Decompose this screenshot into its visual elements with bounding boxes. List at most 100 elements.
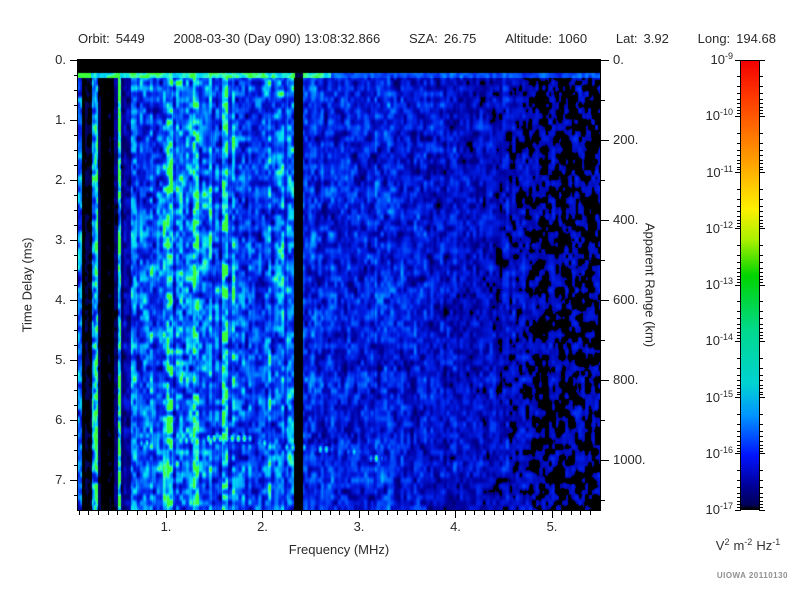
- y2-axis-minor-tick: [601, 179, 605, 181]
- colorbar-tick-exponent: -9: [724, 51, 733, 61]
- colorbar-minor-tick-right: [759, 423, 763, 425]
- x-axis-minor-tick: [146, 511, 148, 515]
- y-axis-minor-tick: [74, 449, 78, 451]
- altitude-label: Altitude:: [505, 31, 553, 46]
- x-axis-minor-tick: [184, 511, 186, 515]
- x-axis-major-tick: [262, 511, 263, 518]
- y-axis-major-tick: [70, 59, 78, 61]
- x-axis-minor-tick: [300, 511, 302, 515]
- colorbar-minor-tick-left: [737, 497, 741, 499]
- altitude-value: 1060: [558, 31, 588, 46]
- colorbar-minor-tick-left: [737, 113, 741, 115]
- colorbar-minor-tick-left: [737, 380, 741, 382]
- x-axis-minor-tick: [532, 511, 534, 515]
- colorbar-major-tick-right: [759, 453, 765, 455]
- colorbar-minor-tick-right: [759, 450, 763, 452]
- colorbar-minor-tick-right: [759, 332, 763, 334]
- colorbar-tick-label: 10-9: [676, 51, 733, 69]
- x-axis-minor-tick: [483, 511, 485, 515]
- y2-axis-minor-tick: [601, 259, 605, 261]
- y-axis-minor-tick: [74, 389, 78, 391]
- colorbar-major-tick-right: [759, 228, 765, 230]
- y-axis-major-tick: [70, 119, 78, 121]
- colorbar-tick-base: 10: [705, 277, 720, 292]
- x-axis-minor-tick: [281, 511, 283, 515]
- y-axis-minor-tick: [74, 434, 78, 436]
- colorbar-major-tick-right: [759, 340, 765, 342]
- colorbar-minor-tick-left: [737, 267, 741, 269]
- y2-axis-tick-label: 1000.: [613, 452, 646, 467]
- x-axis-minor-tick: [223, 511, 225, 515]
- y-axis-tick-label: 2.: [55, 172, 66, 187]
- y-axis-minor-tick: [74, 404, 78, 406]
- colorbar-tick-label: 10-16: [676, 445, 733, 463]
- colorbar-minor-tick-left: [737, 444, 741, 446]
- y-axis-minor-tick: [74, 344, 78, 346]
- orbit-value: 5449: [115, 31, 145, 46]
- colorbar-minor-tick-left: [737, 388, 741, 390]
- colorbar-minor-tick-right: [759, 487, 763, 489]
- spectrogram-canvas: [78, 60, 600, 510]
- colorbar-minor-tick-right: [759, 374, 763, 376]
- units-hz: Hz: [756, 538, 773, 553]
- y-axis-minor-tick: [74, 464, 78, 466]
- y-axis-minor-tick: [74, 134, 78, 136]
- colorbar-tick-base: 10: [705, 108, 720, 124]
- colorbar-major-tick-right: [759, 284, 765, 286]
- colorbar-tick-label: 10-14: [676, 332, 733, 350]
- colorbar-tick-exponent: -10: [719, 107, 733, 118]
- x-axis-tick-label: 2.: [257, 519, 268, 534]
- x-axis-minor-tick: [561, 511, 563, 515]
- colorbar-tick-base: 10: [705, 389, 720, 405]
- y-axis-tick-label: 5.: [55, 352, 66, 367]
- colorbar-tick-exponent: -11: [720, 163, 733, 174]
- x-axis-minor-tick: [348, 511, 350, 515]
- colorbar-minor-tick-right: [759, 335, 763, 337]
- y2-axis-tick-label: 800.: [613, 372, 639, 387]
- colorbar-minor-tick-right: [759, 98, 763, 100]
- y2-axis-tick-label: 200.: [613, 132, 639, 147]
- colorbar-major-tick-right: [759, 397, 765, 398]
- units-hz-exp: -1: [772, 537, 781, 547]
- x-axis-minor-tick: [397, 511, 399, 515]
- y-axis-minor-tick: [74, 329, 78, 331]
- colorbar-minor-tick-right: [759, 113, 763, 115]
- colorbar-minor-tick-left: [737, 374, 741, 376]
- y-axis-minor-tick: [74, 269, 78, 271]
- colorbar-minor-tick-left: [737, 506, 741, 508]
- altitude-readout: Altitude: 1060: [505, 31, 587, 46]
- colorbar-tick-base: 10: [705, 333, 720, 349]
- x-axis-minor-tick: [493, 511, 495, 515]
- colorbar-minor-tick-right: [759, 328, 763, 330]
- colorbar-minor-tick-left: [737, 225, 741, 227]
- colorbar-minor-tick-left: [737, 149, 741, 151]
- colorbar-minor-tick-left: [737, 335, 741, 337]
- colorbar-minor-tick-left: [737, 110, 741, 112]
- colorbar-tick-label: 10-15: [676, 389, 733, 407]
- colorbar-minor-tick-left: [737, 159, 741, 161]
- colorbar-minor-tick-right: [759, 380, 763, 382]
- y-axis-minor-tick: [74, 164, 78, 166]
- colorbar-minor-tick-right: [759, 470, 763, 472]
- colorbar-minor-tick-left: [737, 447, 741, 449]
- colorbar-minor-tick-right: [759, 497, 763, 499]
- colorbar-minor-tick-left: [737, 275, 741, 277]
- colorbar-major-tick-left: [735, 284, 741, 286]
- x-axis-minor-tick: [310, 511, 312, 515]
- y2-axis-minor-tick: [601, 499, 605, 501]
- x-axis-major-tick: [358, 511, 360, 518]
- colorbar-minor-tick-left: [737, 323, 741, 325]
- colorbar-minor-tick-left: [737, 86, 741, 88]
- colorbar-minor-tick-right: [759, 222, 763, 224]
- x-axis-minor-tick: [213, 511, 215, 515]
- y2-axis-major-tick: [601, 299, 609, 301]
- x-axis-minor-tick: [155, 511, 157, 515]
- colorbar-minor-tick-right: [759, 93, 763, 95]
- colorbar-minor-tick-left: [737, 245, 741, 247]
- colorbar-tick-base: 10: [706, 164, 721, 180]
- long-value: 194.68: [736, 31, 776, 46]
- colorbar-minor-tick-left: [737, 440, 741, 442]
- colorbar-tick-exponent: -13: [719, 276, 733, 286]
- colorbar-minor-tick-left: [737, 450, 741, 452]
